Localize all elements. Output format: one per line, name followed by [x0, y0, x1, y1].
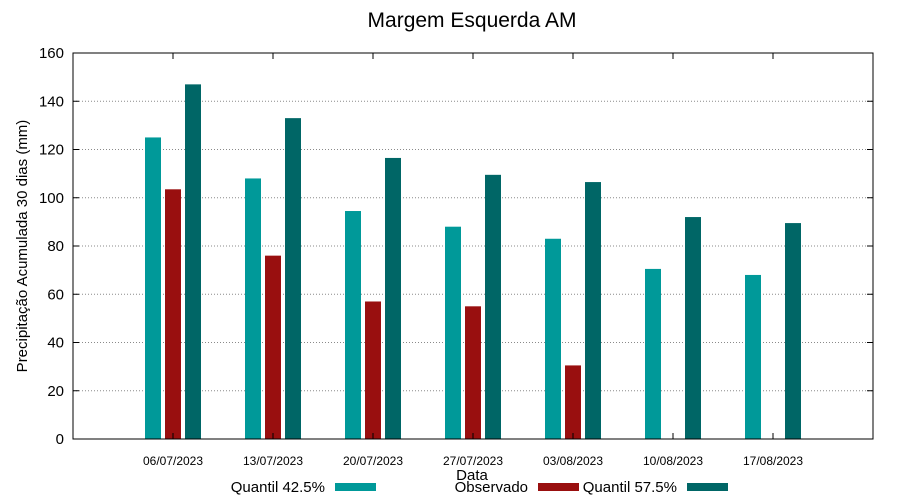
legend-label: Quantil 57.5% [583, 479, 677, 496]
y-axis-label: Precipitação Acumulada 30 dias (mm) [14, 120, 31, 373]
bar [165, 189, 181, 439]
bar [645, 268, 661, 439]
legend-label: Quantil 42.5% [231, 479, 325, 496]
x-tick-label: 06/07/2023 [143, 454, 203, 468]
bar [245, 178, 261, 439]
bar [285, 118, 301, 439]
y-tick-label: 60 [47, 286, 64, 303]
x-tick-label: 27/07/2023 [443, 454, 503, 468]
x-axis-label: Data [456, 467, 488, 484]
legend-swatch [687, 483, 728, 491]
legend-swatch [335, 483, 376, 491]
bar [745, 274, 761, 439]
y-tick-label: 120 [39, 142, 64, 159]
y-tick-label: 140 [39, 93, 64, 110]
x-tick-label: 10/08/2023 [643, 454, 703, 468]
legend-label: Observado [455, 479, 528, 496]
y-tick-label: 20 [47, 383, 64, 400]
y-tick-label: 160 [39, 45, 64, 62]
y-tick-label: 40 [47, 335, 64, 352]
bar [785, 223, 801, 439]
legend-swatch [538, 483, 579, 491]
bar [445, 226, 461, 439]
x-tick-label: 03/08/2023 [543, 454, 603, 468]
bar [585, 182, 601, 439]
bar [565, 365, 581, 439]
bar [365, 301, 381, 439]
bar [265, 255, 281, 439]
y-tick-label: 80 [47, 238, 64, 255]
bar [345, 211, 361, 439]
bar [685, 217, 701, 439]
x-tick-label: 13/07/2023 [243, 454, 303, 468]
y-tick-label: 0 [56, 431, 64, 448]
x-tick-label: 17/08/2023 [743, 454, 803, 468]
bar [185, 84, 201, 440]
bar [145, 137, 161, 439]
x-tick-label: 20/07/2023 [343, 454, 403, 468]
bar [485, 174, 501, 440]
bar [465, 306, 481, 439]
bar [545, 238, 561, 439]
chart-title: Margem Esquerda AM [368, 9, 577, 32]
bar [385, 157, 401, 439]
y-tick-label: 100 [39, 190, 64, 207]
axis-ticks: 0 20 40 60 80 100 120 140 160 06/07/2023 13/07/202… [39, 45, 873, 468]
bars [145, 84, 801, 440]
legend: Quantil 42.5% Observado Quantil 57.5% [231, 479, 728, 496]
